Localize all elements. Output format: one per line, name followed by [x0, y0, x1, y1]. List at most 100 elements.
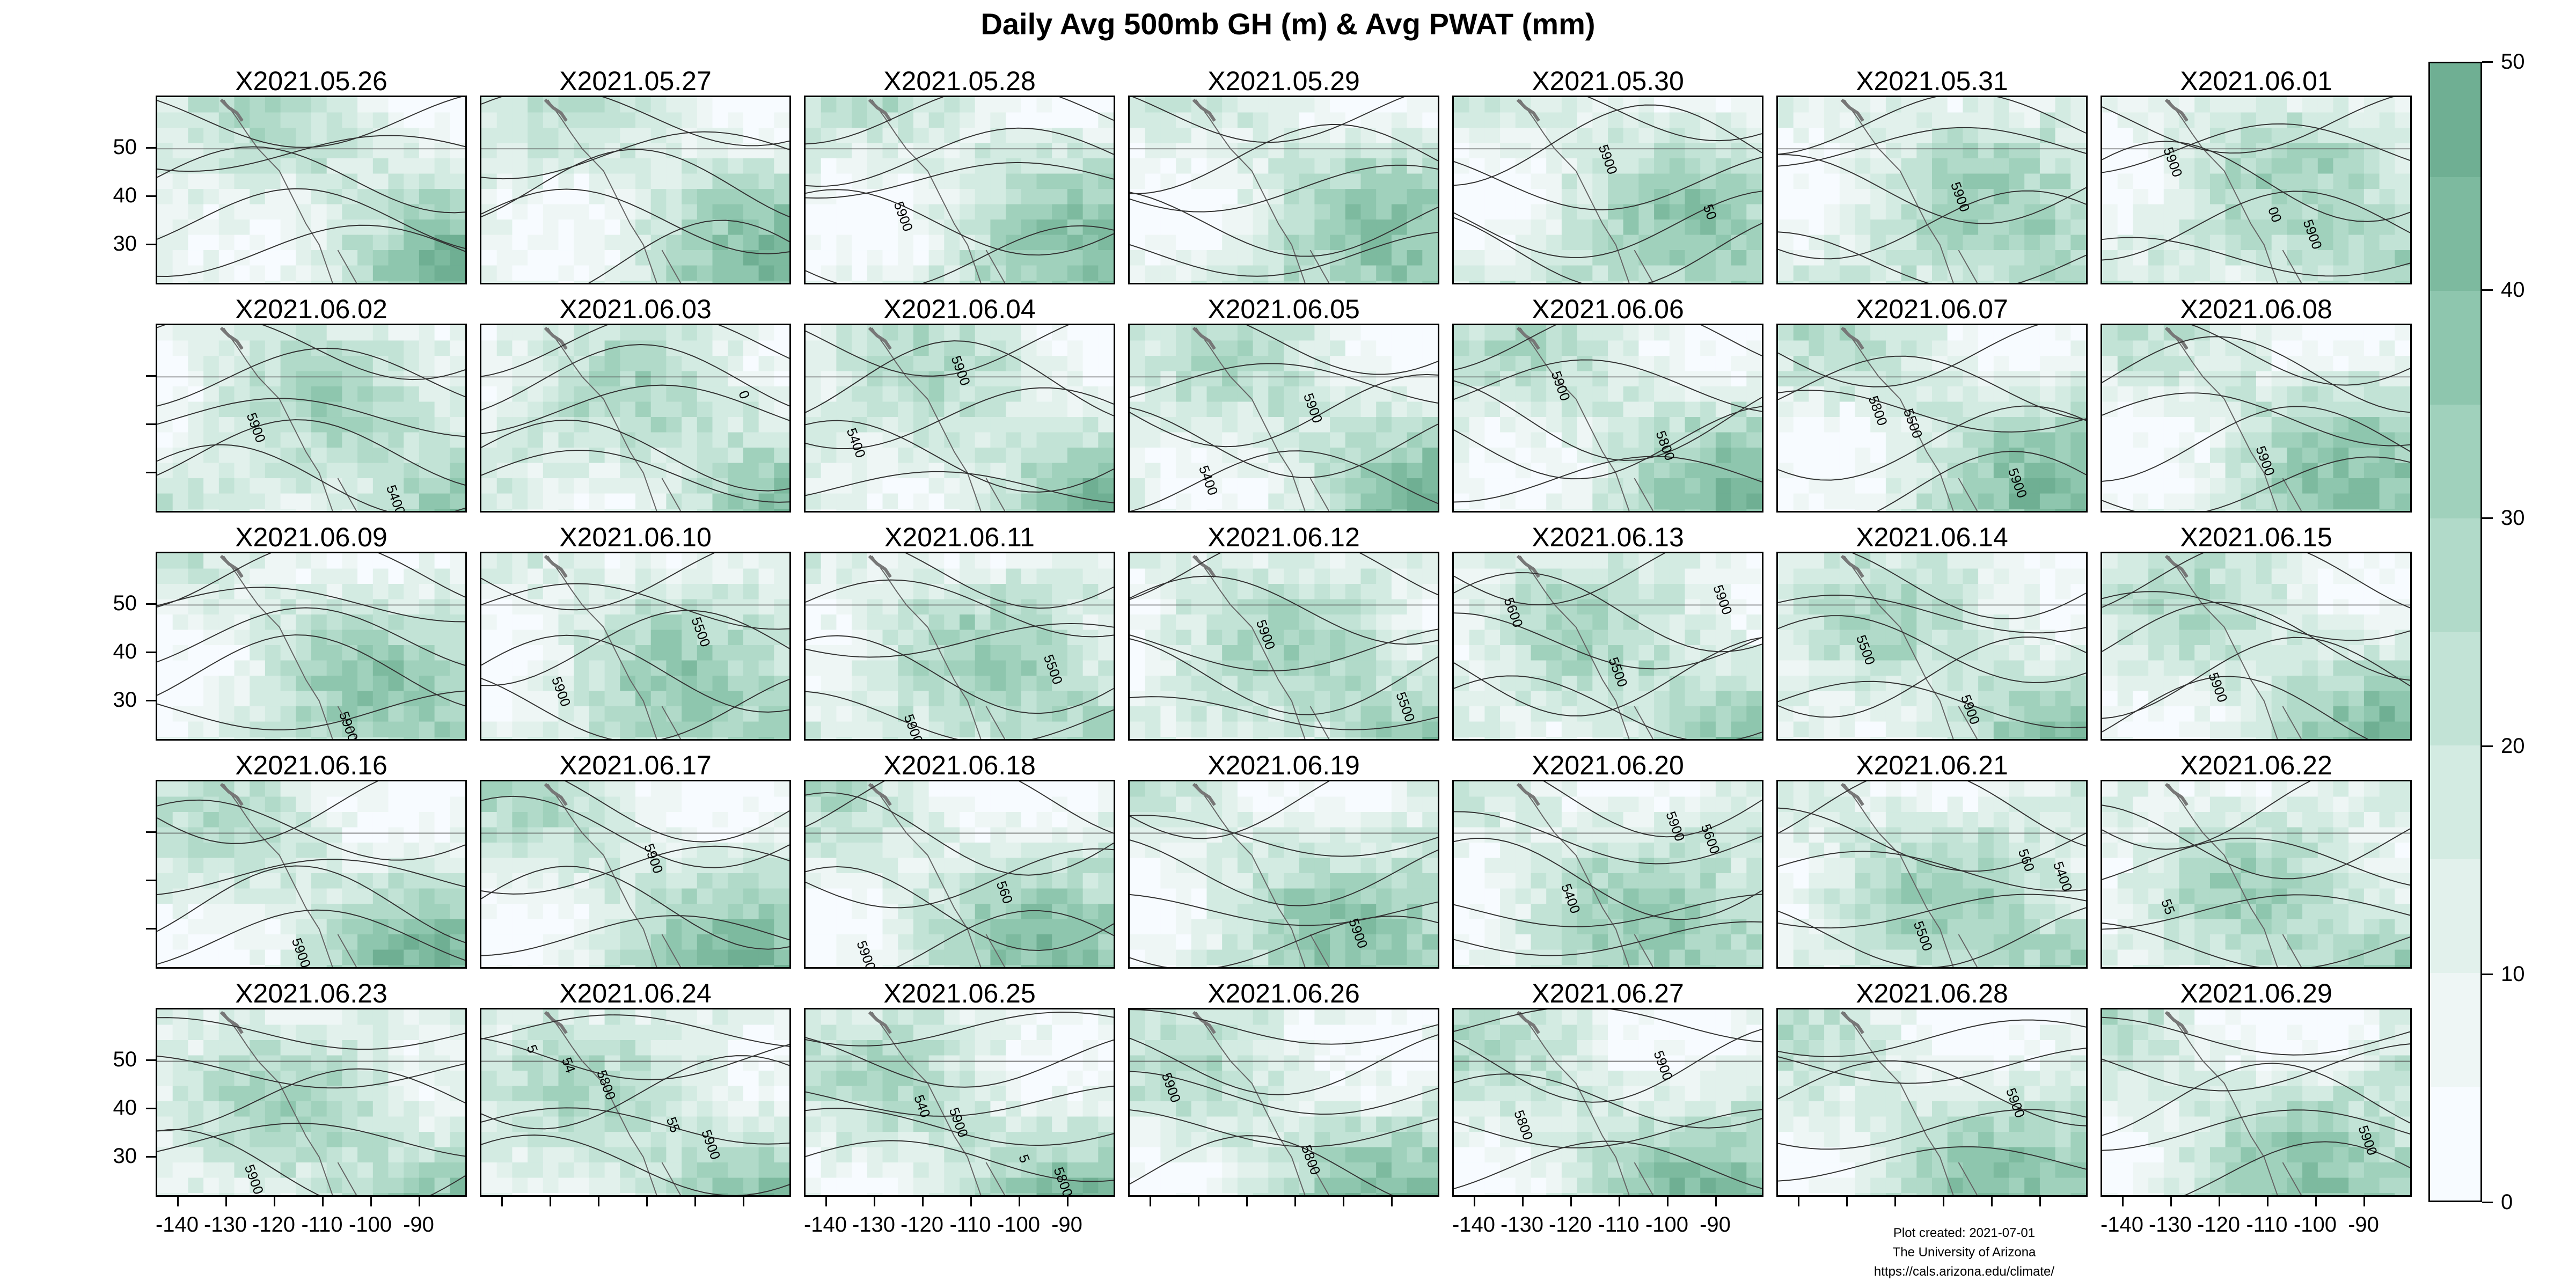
coastline: [871, 1012, 1005, 1195]
pwat-field: 0: [481, 325, 789, 511]
colorbar-tick: [2482, 1202, 2493, 1203]
x-axis-tick: [419, 1197, 420, 1206]
map-panel: 5600 5400 5900: [1452, 780, 1763, 969]
x-axis-tick: [694, 1197, 696, 1206]
x-axis-label: -110: [1598, 1213, 1640, 1236]
colorbar-tick-label: 40: [2501, 278, 2525, 302]
height-contour: [806, 1140, 1114, 1182]
height-contour: [1778, 1019, 2086, 1057]
height-contour: [1130, 407, 1438, 478]
height-contour: [2102, 1016, 2410, 1056]
height-contour: [1778, 1146, 2086, 1182]
panel-title: X2021.06.09: [235, 522, 387, 552]
island-chain: [2164, 326, 2189, 350]
map-panel: 5500 5900: [1128, 552, 1439, 741]
panel-title: X2021.05.30: [1532, 66, 1684, 96]
x-axis-label: -140: [155, 1213, 199, 1236]
island-chain: [2164, 782, 2189, 806]
height-contour: [1130, 916, 1438, 967]
panel-title: X2021.06.29: [2180, 978, 2332, 1008]
colorbar-tick: [2482, 61, 2493, 63]
colorbar-tick-label: 20: [2501, 734, 2525, 758]
height-contour: [1778, 894, 2086, 929]
island-chain: [219, 1011, 244, 1034]
coastline: [223, 555, 357, 739]
map-panel: 5600 5500 5900: [1452, 552, 1763, 741]
height-contour: [1778, 595, 2086, 634]
height-contour: [806, 635, 1114, 714]
panel-title: X2021.06.06: [1532, 294, 1684, 324]
x-axis-label: -140: [1452, 1213, 1496, 1236]
pwat-field: 5900: [1130, 781, 1438, 967]
height-contour: [1778, 231, 2086, 283]
y-axis-label: 40: [113, 1096, 137, 1119]
height-contour: [2102, 553, 2410, 609]
y-axis-tick: [146, 1156, 156, 1158]
island-chain: [1840, 1011, 1864, 1034]
map-panel: 5900 50: [1452, 96, 1763, 284]
height-contour: [481, 1014, 789, 1047]
x-axis-tick: [646, 1197, 648, 1206]
height-contour: [1877, 451, 2086, 511]
colorbar-tick: [2482, 289, 2493, 291]
height-contour: [2102, 191, 2410, 261]
y-axis-tick: [146, 244, 156, 245]
map-panel: [1128, 96, 1439, 284]
island-chain: [1840, 782, 1864, 806]
height-contour: [2102, 1109, 2410, 1151]
height-contour: [806, 387, 1114, 449]
map-panel: 5900: [2101, 1008, 2412, 1197]
y-axis-label: 40: [113, 184, 137, 207]
height-contour: [1454, 1109, 1762, 1148]
height-contour: [481, 866, 789, 950]
panel-title: X2021.06.24: [559, 978, 712, 1008]
height-contour: [157, 859, 465, 896]
map-panel: 5900: [480, 780, 791, 969]
height-contour: [1246, 325, 1438, 375]
x-axis-tick: [177, 1197, 179, 1206]
y-axis-tick: [146, 472, 156, 473]
height-contour: [2102, 837, 2410, 886]
coastline: [871, 99, 1005, 283]
height-contour: [1778, 355, 2086, 421]
pwat-field: 55: [2102, 781, 2410, 967]
x-axis-label: -90: [2348, 1213, 2379, 1236]
height-contour: [1130, 839, 1438, 906]
y-axis-tick: [146, 195, 156, 197]
island-chain: [1192, 326, 1216, 350]
coastline: [871, 784, 1005, 967]
map-panel: 5500 5900: [480, 552, 791, 741]
coastline: [547, 99, 681, 283]
credit-line-url: https://cals.arizona.edu/climate/: [1874, 1264, 2055, 1279]
x-axis-tick: [743, 1197, 744, 1206]
height-contour: [1130, 815, 1438, 857]
height-contour: [806, 471, 1114, 503]
island-chain: [1192, 98, 1216, 122]
height-contour: [1778, 615, 2086, 683]
panel-title: X2021.06.26: [1208, 978, 1360, 1008]
map-panel: [480, 96, 791, 284]
height-contour: [1130, 1034, 1438, 1095]
height-contour: [1778, 781, 2086, 847]
x-axis-tick: [825, 1197, 827, 1206]
x-axis-label: -130: [203, 1213, 247, 1236]
x-axis-label: -110: [301, 1213, 343, 1236]
x-axis-tick: [1894, 1197, 1896, 1206]
island-chain: [544, 98, 568, 122]
island-chain: [2164, 1011, 2189, 1034]
height-contour: [1454, 380, 1762, 461]
coastline: [2168, 784, 2302, 967]
island-chain: [1192, 554, 1216, 578]
island-chain: [1192, 1011, 1216, 1034]
coastline: [1519, 1012, 1653, 1195]
pwat-field: 5900: [2102, 1009, 2410, 1195]
height-contour: [481, 131, 789, 180]
x-axis-tick: [2219, 1197, 2220, 1206]
island-chain: [868, 326, 892, 350]
height-contour: [1454, 838, 1762, 920]
x-axis-tick: [1846, 1197, 1848, 1206]
island-chain: [219, 554, 244, 578]
height-contour: [157, 1068, 465, 1132]
height-contour: [2102, 923, 2410, 967]
